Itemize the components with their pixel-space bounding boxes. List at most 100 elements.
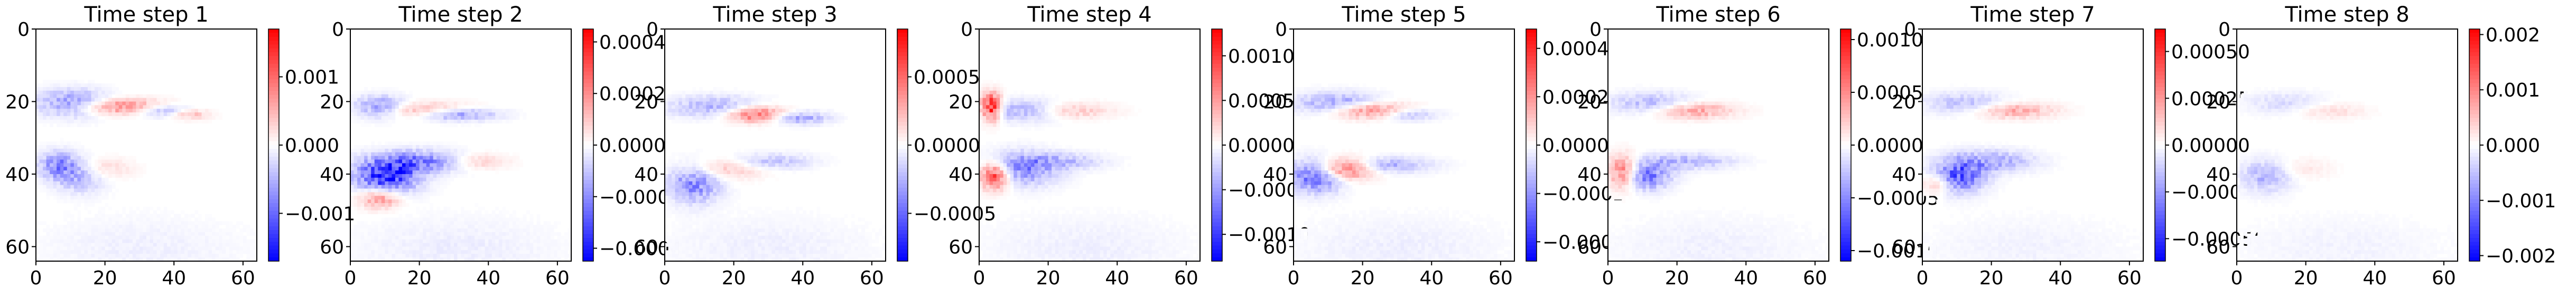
heatmap-cell	[63, 156, 68, 160]
heatmap-cell	[485, 217, 489, 222]
heatmap-cell	[125, 243, 129, 247]
heatmap-cell	[87, 225, 91, 229]
heatmap-cell	[457, 145, 461, 149]
heatmap-cell	[536, 221, 541, 225]
colorbar-segment	[268, 234, 279, 238]
heatmap-cell	[461, 98, 464, 102]
heatmap-cell	[98, 156, 102, 160]
heatmap-cell	[716, 210, 720, 214]
heatmap-cell	[395, 185, 399, 189]
heatmap-cell	[398, 217, 403, 222]
heatmap-cell	[177, 119, 181, 124]
heatmap-cell	[105, 188, 109, 193]
heatmap-cell	[198, 214, 202, 218]
heatmap-cell	[498, 246, 503, 251]
heatmap-cell	[215, 250, 219, 254]
colorbar-segment	[268, 210, 279, 215]
heatmap-cell	[678, 199, 682, 204]
heatmap-cell	[695, 112, 700, 117]
heatmap-cell	[63, 232, 68, 236]
heatmap-cell	[668, 239, 672, 243]
heatmap-cell	[747, 221, 751, 225]
heatmap-cell	[378, 116, 382, 120]
heatmap-cell	[468, 112, 471, 117]
colorbar-segment	[583, 33, 593, 37]
heatmap-cell	[740, 174, 745, 178]
heatmap-cell	[516, 167, 520, 171]
heatmap-cell	[491, 225, 496, 229]
heatmap-cell	[60, 83, 64, 88]
heatmap-cell	[426, 235, 430, 240]
heatmap-cell	[706, 210, 710, 214]
heatmap-cell	[727, 90, 731, 95]
heatmap-cell	[695, 235, 700, 240]
heatmap-cell	[689, 243, 693, 247]
heatmap-cell	[374, 192, 378, 196]
heatmap-cell	[419, 148, 423, 153]
heatmap-cell	[118, 163, 123, 167]
heatmap-cell	[57, 152, 61, 156]
heatmap-cell	[215, 112, 219, 117]
heatmap-cell	[360, 221, 365, 225]
heatmap-cell	[464, 254, 468, 258]
heatmap-cell	[453, 156, 458, 160]
heatmap-cell	[132, 170, 136, 175]
heatmap-cell	[689, 199, 693, 204]
heatmap-cell	[84, 112, 88, 117]
heatmap-cell	[665, 192, 668, 196]
heatmap-cell	[823, 239, 827, 243]
heatmap-cell	[685, 235, 690, 240]
heatmap-cell	[39, 163, 43, 167]
heatmap-cell	[416, 217, 420, 222]
heatmap-cell	[174, 250, 178, 254]
heatmap-cell	[371, 109, 375, 113]
heatmap-cell	[453, 214, 458, 218]
heatmap-cell	[744, 225, 748, 229]
heatmap-cell	[440, 123, 444, 127]
heatmap-cell	[826, 228, 831, 233]
heatmap-cell	[108, 243, 112, 247]
heatmap-cell	[43, 148, 47, 153]
heatmap-cell	[864, 221, 869, 225]
heatmap-cell	[50, 243, 53, 247]
heatmap-cell	[737, 170, 741, 175]
heatmap-cell	[768, 116, 772, 120]
heatmap-cell	[709, 199, 713, 204]
heatmap-cell	[46, 119, 50, 124]
colorbar-segment	[268, 242, 279, 246]
heatmap-cell	[782, 152, 786, 156]
heatmap-cell	[412, 235, 416, 240]
heatmap-cell	[830, 217, 834, 222]
heatmap-cell	[181, 250, 185, 254]
heatmap-cell	[682, 119, 686, 124]
heatmap-cell	[491, 214, 496, 218]
heatmap-cell	[129, 116, 133, 120]
heatmap-cell	[364, 98, 368, 102]
heatmap-cell	[412, 257, 416, 262]
heatmap-cell	[727, 163, 731, 167]
heatmap-cell	[381, 87, 385, 91]
heatmap-cell	[841, 235, 844, 240]
heatmap-cell	[464, 159, 468, 164]
heatmap-cell	[236, 235, 240, 240]
heatmap-cell	[181, 235, 185, 240]
heatmap-cell	[105, 214, 109, 218]
heatmap-cell	[388, 192, 392, 196]
heatmap-cell	[381, 159, 385, 164]
heatmap-cell	[177, 98, 181, 102]
heatmap-cell	[405, 105, 410, 109]
heatmap-cell	[388, 87, 392, 91]
heatmap-cell	[554, 257, 558, 262]
heatmap-cell	[523, 243, 527, 247]
heatmap-cell	[98, 246, 102, 251]
heatmap-cell	[77, 257, 81, 262]
heatmap-cell	[395, 105, 399, 109]
heatmap-cell	[416, 239, 420, 243]
heatmap-cell	[156, 116, 161, 120]
heatmap-cell	[536, 214, 541, 218]
heatmap-cell	[806, 217, 810, 222]
heatmap-cell	[461, 214, 464, 218]
heatmap-cell	[665, 243, 668, 247]
heatmap-cell	[153, 235, 157, 240]
heatmap-cell	[122, 159, 126, 164]
